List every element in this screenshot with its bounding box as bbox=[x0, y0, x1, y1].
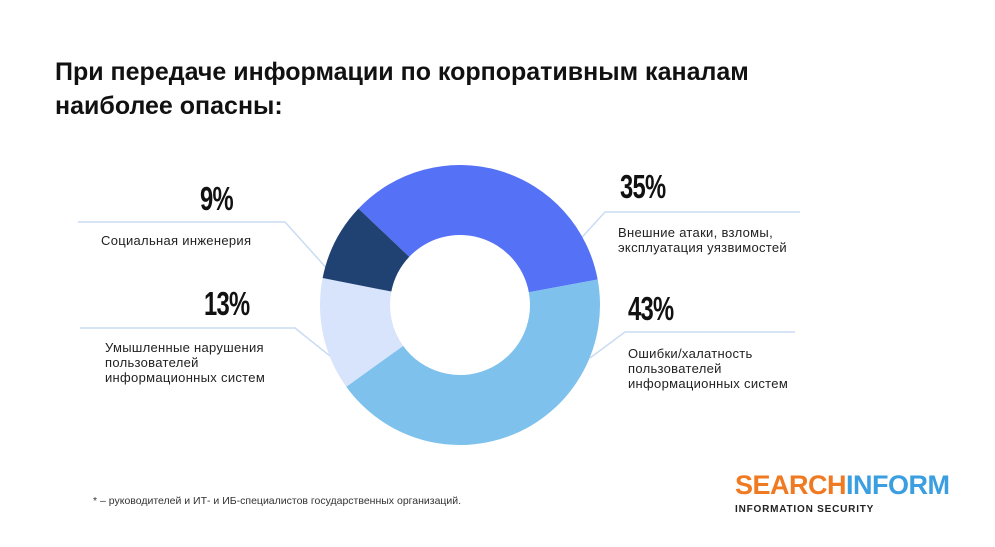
slice bbox=[319, 278, 404, 387]
leader-line bbox=[574, 211, 800, 246]
title-line: наиболее опасны: bbox=[55, 92, 283, 120]
category-label: Умышленные нарушения пользователей инфор… bbox=[105, 340, 266, 385]
footnote: * – руководителей и ИТ- и ИБ-специалисто… bbox=[93, 495, 462, 507]
title-line: При передаче информации по корпоративным… bbox=[55, 58, 749, 86]
value-label: 35% bbox=[620, 168, 666, 205]
value-label: 9% bbox=[200, 180, 234, 217]
category-label: Ошибки/халатность пользователей информац… bbox=[628, 346, 789, 391]
logo: SEARCHINFORM bbox=[735, 470, 950, 501]
logo-part: INFORM bbox=[846, 470, 950, 500]
category-label: Социальная инженерия bbox=[101, 233, 252, 248]
value-label: 43% bbox=[628, 290, 674, 327]
category-label: Внешние атаки, взломы, эксплуатация уязв… bbox=[618, 225, 787, 255]
leader-line bbox=[78, 221, 331, 273]
slice bbox=[358, 164, 598, 293]
leader-line bbox=[80, 327, 336, 361]
value-label: 13% bbox=[204, 285, 250, 322]
slice bbox=[346, 279, 601, 446]
title: При передаче информации по корпоративным… bbox=[55, 55, 749, 123]
leader-line bbox=[589, 331, 795, 359]
slice bbox=[322, 208, 410, 292]
logo-part: SEARCH bbox=[735, 470, 847, 500]
logo-tagline: INFORMATION SECURITY bbox=[735, 504, 875, 515]
